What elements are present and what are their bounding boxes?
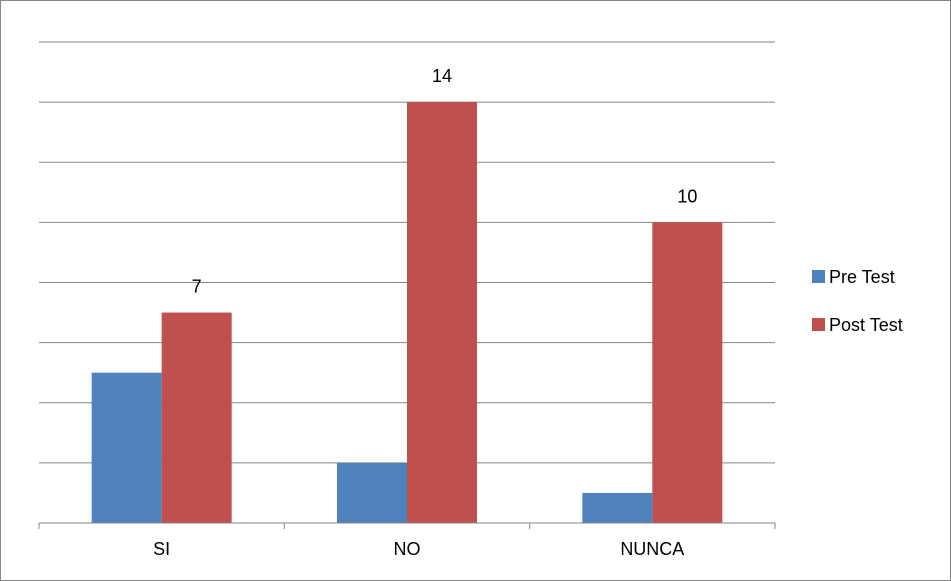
bar-pre-test-no — [337, 462, 407, 523]
bar-pre-test-si — [91, 372, 162, 523]
data-label: 14 — [432, 66, 452, 86]
bar-post-test-nunca — [652, 222, 723, 523]
data-label: 10 — [677, 186, 697, 206]
data-labels: 7 14 10 — [192, 66, 698, 296]
x-tick-label: NUNCA — [620, 539, 684, 559]
x-axis: SI NO NUNCA — [38, 522, 776, 559]
legend-label: Post Test — [829, 315, 903, 335]
legend: Pre Test Post Test — [812, 267, 903, 335]
bars — [91, 102, 723, 523]
legend-swatch — [812, 318, 825, 331]
data-label: 7 — [192, 277, 202, 297]
bar-pre-test-nunca — [582, 492, 653, 523]
legend-swatch — [812, 270, 825, 283]
x-tick-label: NO — [394, 539, 421, 559]
x-tick-label: SI — [153, 539, 170, 559]
bar-post-test-no — [407, 102, 477, 523]
bar-post-test-si — [161, 312, 232, 523]
legend-label: Pre Test — [829, 267, 895, 287]
